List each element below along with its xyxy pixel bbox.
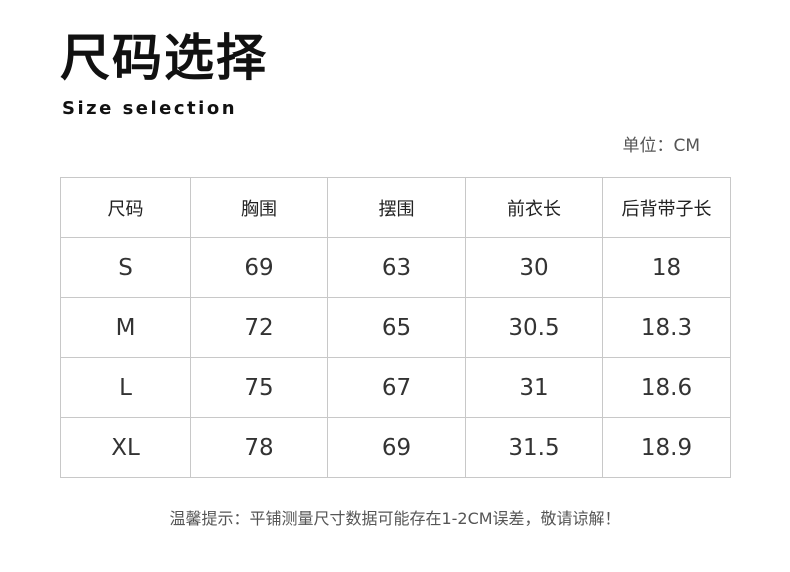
table-cell: 78 <box>190 417 328 478</box>
table-cell: 69 <box>190 237 328 298</box>
header-cell: 尺码 <box>60 177 191 238</box>
header-cell: 摆围 <box>327 177 466 238</box>
size-table: 尺码 胸围 摆围 前衣长 后背带子长 S 69 63 30 18 M 72 65… <box>60 177 731 478</box>
table-cell: L <box>60 357 191 418</box>
table-row: L 75 67 31 18.6 <box>60 357 731 418</box>
header-cell: 胸围 <box>190 177 328 238</box>
table-cell: 30.5 <box>465 297 603 358</box>
table-cell: S <box>60 237 191 298</box>
table-cell: 63 <box>327 237 466 298</box>
table-cell: 72 <box>190 297 328 358</box>
table-cell: 18.3 <box>602 297 731 358</box>
table-row: XL 78 69 31.5 18.9 <box>60 417 731 478</box>
table-row: M 72 65 30.5 18.3 <box>60 297 731 358</box>
table-cell: 31 <box>465 357 603 418</box>
table-cell: 65 <box>327 297 466 358</box>
table-cell: 18.9 <box>602 417 731 478</box>
unit-label: 单位：CM <box>622 136 700 156</box>
table-cell: M <box>60 297 191 358</box>
table-cell: XL <box>60 417 191 478</box>
table-cell: 67 <box>327 357 466 418</box>
table-cell: 18 <box>602 237 731 298</box>
table-cell: 75 <box>190 357 328 418</box>
table-cell: 30 <box>465 237 603 298</box>
page-title: 尺码选择 <box>60 29 268 87</box>
header-cell: 后背带子长 <box>602 177 731 238</box>
page-subtitle: Size selection <box>62 98 238 119</box>
table-cell: 69 <box>327 417 466 478</box>
header-cell: 前衣长 <box>465 177 603 238</box>
measurement-note: 温馨提示：平铺测量尺寸数据可能存在1-2CM误差，敬请谅解！ <box>169 509 621 528</box>
table-cell: 31.5 <box>465 417 603 478</box>
table-header-row: 尺码 胸围 摆围 前衣长 后背带子长 <box>60 177 731 238</box>
table-row: S 69 63 30 18 <box>60 237 731 298</box>
table-cell: 18.6 <box>602 357 731 418</box>
